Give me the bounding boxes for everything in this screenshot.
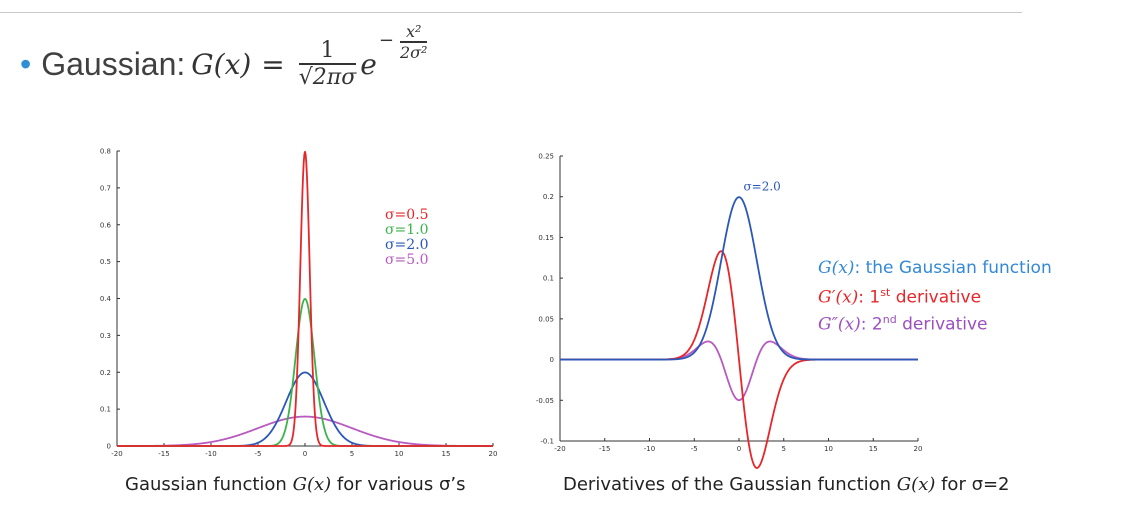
exponent-numerator: x² <box>405 22 422 42</box>
annotation-gaussian: G(x): the Gaussian function <box>818 258 1052 278</box>
annotation-second-derivative-sup: nd <box>882 313 897 326</box>
legend-entry-curve-sigma-2-0: σ=2.0 <box>385 237 429 253</box>
left-y-tick-label: 0.8 <box>100 148 111 156</box>
right-x-tick-label: 20 <box>914 445 923 453</box>
annotation-gaussian-text: : the Gaussian function <box>854 258 1052 278</box>
annotation-gaussian-math: G(x) <box>818 258 855 278</box>
left-y-tick-label: 0.1 <box>100 406 111 414</box>
left-y-tick-label: 0.6 <box>100 221 112 229</box>
right-x-tick-label: 15 <box>869 445 878 453</box>
curve-gaussian <box>559 196 919 361</box>
right-y-tick-label: 0 <box>550 356 554 364</box>
annotation-second-derivative-text2: derivative <box>896 314 988 335</box>
caption-right-suffix: for σ=2 <box>935 474 1010 495</box>
right-x-tick-label: -10 <box>644 445 655 453</box>
peak-label: σ=2.0 <box>743 180 780 194</box>
gaussian-formula-line: • Gaussian: G(x) = 1 √2πσ e − x² 2σ² <box>20 22 432 104</box>
left-x-tick-label: -10 <box>205 450 216 458</box>
fraction-bar <box>298 63 357 65</box>
caption-left-suffix: for various σ’s <box>331 474 466 495</box>
caption-right-math: G(x) <box>896 474 936 495</box>
left-x-tick-label: 10 <box>395 450 404 458</box>
formula-exponent: − x² 2σ² <box>379 22 432 62</box>
right-y-tick-label: 0.1 <box>543 275 554 283</box>
left-x-tick-label: 20 <box>489 450 498 458</box>
right-y-tick-label: 0.2 <box>543 193 554 201</box>
right-y-tick-label: 0.05 <box>538 315 554 323</box>
bullet-icon: • <box>20 46 32 82</box>
right-y-tick-label: 0.15 <box>538 234 554 242</box>
formula-equals: = <box>261 47 285 81</box>
top-divider <box>0 12 1022 13</box>
right-y-tick-label: 0.25 <box>538 153 554 161</box>
curve-second-derivative <box>559 340 919 402</box>
annotation-first-derivative: G′(x): 1st derivative <box>818 286 981 308</box>
annotation-first-derivative-math: G′(x) <box>818 287 859 308</box>
left-y-tick-label: 0 <box>107 443 111 451</box>
left-x-tick-label: 0 <box>303 450 307 458</box>
left-y-tick-label: 0.2 <box>100 369 111 377</box>
formula-denominator: √2πσ <box>298 64 357 90</box>
legend-entry-curve-sigma-5-0: σ=5.0 <box>385 252 429 268</box>
exponent-denominator: 2σ² <box>399 42 428 62</box>
left-x-tick-label: -15 <box>158 450 169 458</box>
annotation-first-derivative-text2: derivative <box>890 287 982 308</box>
left-x-tick-label: 5 <box>350 450 354 458</box>
curve-sigma-0-5 <box>116 150 494 447</box>
left-y-tick-label: 0.5 <box>100 258 111 266</box>
right-y-tick-label: -0.1 <box>540 438 554 446</box>
exponent-sign: − <box>378 30 394 52</box>
left-x-tick-label: -20 <box>111 450 122 458</box>
left-y-tick-label: 0.7 <box>100 184 111 192</box>
caption-right-prefix: Derivatives of the Gaussian function <box>563 474 897 495</box>
annotation-first-derivative-sup: st <box>880 286 891 299</box>
legend-entry-curve-sigma-1-0: σ=1.0 <box>385 222 429 238</box>
formula-lhs: G(x) <box>191 47 252 81</box>
right-x-tick-label: 10 <box>824 445 833 453</box>
caption-left: Gaussian function G(x) for various σ’s <box>125 474 465 495</box>
left-y-tick-label: 0.3 <box>100 332 111 340</box>
caption-left-prefix: Gaussian function <box>125 474 293 495</box>
exponent-bar <box>399 41 428 43</box>
right-x-tick-label: -20 <box>554 445 565 453</box>
right-x-tick-label: 0 <box>737 445 741 453</box>
formula-base: e <box>360 47 377 81</box>
formula-numerator: 1 <box>320 38 335 64</box>
annotation-first-derivative-text: : 1 <box>858 287 881 308</box>
caption-right: Derivatives of the Gaussian function G(x… <box>563 474 1010 495</box>
right-x-tick-label: -15 <box>599 445 610 453</box>
legend-entry-curve-sigma-0-5: σ=0.5 <box>385 207 429 223</box>
annotation-second-derivative-math: G″(x) <box>818 314 861 335</box>
exponent-fraction: x² 2σ² <box>399 22 428 62</box>
annotation-second-derivative: G″(x): 2nd derivative <box>818 313 987 335</box>
right-y-tick-label: -0.05 <box>536 397 554 405</box>
right-x-tick-label: 5 <box>782 445 786 453</box>
annotation-second-derivative-text: : 2 <box>860 314 883 335</box>
left-x-tick-label: -5 <box>255 450 262 458</box>
left-x-tick-label: 15 <box>442 450 451 458</box>
left-y-tick-label: 0.4 <box>100 295 112 303</box>
right-x-tick-label: -5 <box>691 445 698 453</box>
caption-left-math: G(x) <box>292 474 332 495</box>
formula-fraction: 1 √2πσ <box>298 38 357 90</box>
formula-label: Gaussian: <box>41 45 186 82</box>
